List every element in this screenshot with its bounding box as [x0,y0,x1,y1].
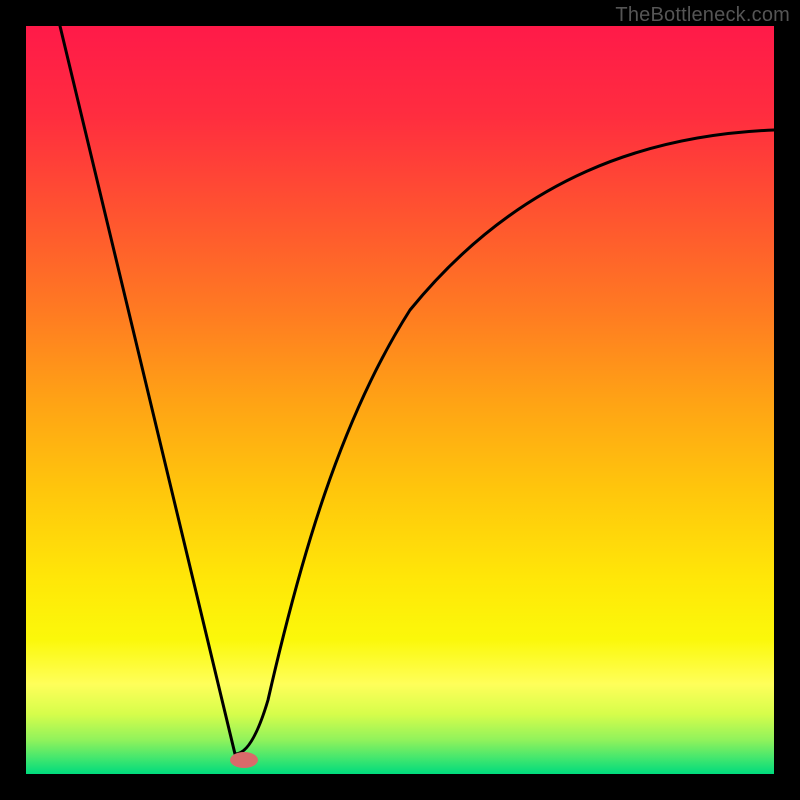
chart-background [26,26,774,774]
optimal-marker [230,752,258,768]
watermark-text: TheBottleneck.com [615,4,790,27]
chart-frame: TheBottleneck.com [0,0,800,800]
bottleneck-chart [0,0,800,800]
